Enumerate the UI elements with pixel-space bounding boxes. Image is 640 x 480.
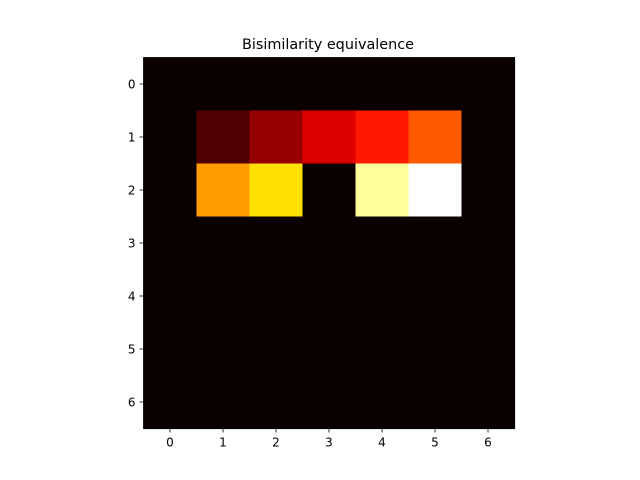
heatmap-cell-r0-c4 bbox=[355, 57, 410, 112]
heatmap-cell-r6-c0 bbox=[143, 375, 198, 430]
x-tick-label: 0 bbox=[166, 436, 174, 450]
x-tick-label: 1 bbox=[219, 436, 227, 450]
heatmap-cell-r2-c4 bbox=[355, 163, 410, 218]
heatmap-cell-r1-c5 bbox=[408, 110, 463, 165]
heatmap-cell-r6-c5 bbox=[408, 375, 463, 430]
heatmap-cell-r2-c3 bbox=[302, 163, 357, 218]
x-tick-label: 4 bbox=[378, 436, 386, 450]
y-tick-label: 0 bbox=[128, 78, 136, 92]
heatmap-cell-r0-c3 bbox=[302, 57, 357, 112]
heatmap-cell-r0-c5 bbox=[408, 57, 463, 112]
heatmap-cell-r2-c2 bbox=[249, 163, 304, 218]
heatmap-cells bbox=[143, 57, 516, 430]
y-tick-label: 5 bbox=[128, 343, 136, 357]
heatmap-cell-r5-c2 bbox=[249, 322, 304, 377]
heatmap-cell-r6-c6 bbox=[461, 375, 516, 430]
y-tick-label: 3 bbox=[128, 237, 136, 251]
heatmap-cell-r6-c3 bbox=[302, 375, 357, 430]
heatmap-cell-r2-c5 bbox=[408, 163, 463, 218]
heatmap-cell-r1-c4 bbox=[355, 110, 410, 165]
heatmap-cell-r4-c6 bbox=[461, 269, 516, 324]
heatmap-cell-r1-c2 bbox=[249, 110, 304, 165]
chart-title: Bisimilarity equivalence bbox=[242, 37, 414, 53]
heatmap-cell-r4-c4 bbox=[355, 269, 410, 324]
x-tick-label: 2 bbox=[272, 436, 280, 450]
heatmap-cell-r6-c4 bbox=[355, 375, 410, 430]
heatmap-cell-r1-c1 bbox=[196, 110, 251, 165]
x-axis: 0 1 2 3 4 5 6 bbox=[166, 428, 492, 450]
heatmap-cell-r3-c5 bbox=[408, 216, 463, 271]
heatmap-cell-r5-c0 bbox=[143, 322, 198, 377]
heatmap-cell-r4-c2 bbox=[249, 269, 304, 324]
y-tick-label: 4 bbox=[128, 290, 136, 304]
heatmap-cell-r1-c0 bbox=[143, 110, 198, 165]
heatmap-cell-r3-c6 bbox=[461, 216, 516, 271]
heatmap-cell-r0-c0 bbox=[143, 57, 198, 112]
heatmap-cell-r6-c2 bbox=[249, 375, 304, 430]
x-tick-label: 6 bbox=[484, 436, 492, 450]
heatmap-cell-r0-c2 bbox=[249, 57, 304, 112]
heatmap-cell-r3-c0 bbox=[143, 216, 198, 271]
heatmap-cell-r2-c1 bbox=[196, 163, 251, 218]
heatmap-cell-r5-c4 bbox=[355, 322, 410, 377]
y-tick-label: 6 bbox=[128, 396, 136, 410]
heatmap-cell-r4-c5 bbox=[408, 269, 463, 324]
heatmap-cell-r5-c6 bbox=[461, 322, 516, 377]
heatmap-cell-r5-c3 bbox=[302, 322, 357, 377]
x-tick-label: 3 bbox=[325, 436, 333, 450]
heatmap-cell-r4-c0 bbox=[143, 269, 198, 324]
heatmap-cell-r2-c6 bbox=[461, 163, 516, 218]
heatmap-cell-r3-c4 bbox=[355, 216, 410, 271]
heatmap-cell-r2-c0 bbox=[143, 163, 198, 218]
heatmap-cell-r1-c3 bbox=[302, 110, 357, 165]
x-tick-label: 5 bbox=[431, 436, 439, 450]
heatmap-cell-r3-c3 bbox=[302, 216, 357, 271]
heatmap-cell-r3-c2 bbox=[249, 216, 304, 271]
heatmap-cell-r3-c1 bbox=[196, 216, 251, 271]
heatmap-cell-r4-c3 bbox=[302, 269, 357, 324]
y-axis: 0 1 2 3 4 5 6 bbox=[128, 78, 144, 410]
heatmap-cell-r5-c1 bbox=[196, 322, 251, 377]
heatmap-cell-r4-c1 bbox=[196, 269, 251, 324]
heatmap-cell-r1-c6 bbox=[461, 110, 516, 165]
heatmap-cell-r5-c5 bbox=[408, 322, 463, 377]
y-tick-label: 1 bbox=[128, 131, 136, 145]
heatmap-cell-r0-c6 bbox=[461, 57, 516, 112]
y-tick-label: 2 bbox=[128, 184, 136, 198]
heatmap-cell-r6-c1 bbox=[196, 375, 251, 430]
heatmap-cell-r0-c1 bbox=[196, 57, 251, 112]
